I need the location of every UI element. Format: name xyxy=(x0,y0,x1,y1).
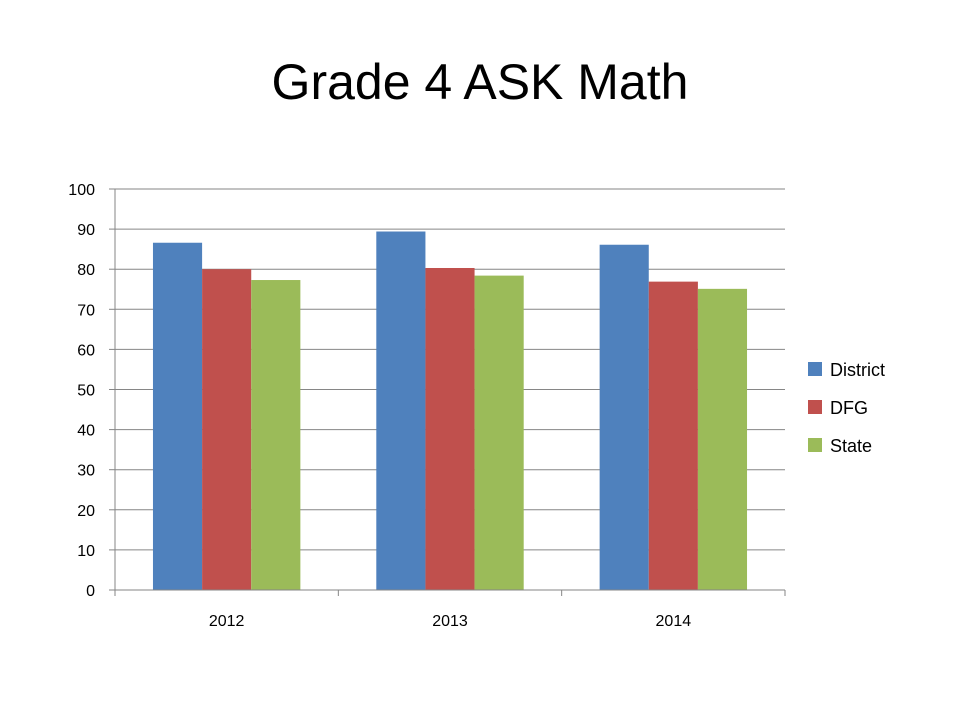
y-tick-label: 10 xyxy=(77,543,95,560)
legend-label-district: District xyxy=(830,360,885,380)
y-tick-label: 100 xyxy=(68,182,95,199)
x-tick-label: 2012 xyxy=(209,613,245,630)
bar-dfg-2014 xyxy=(648,281,698,590)
y-tick-label: 30 xyxy=(77,463,95,480)
bars xyxy=(152,231,748,591)
legend-swatch-district xyxy=(808,362,822,376)
legend-label-state: State xyxy=(830,436,872,456)
bar-state-2014 xyxy=(697,288,748,590)
legend: District DFG State xyxy=(808,360,885,456)
x-tick-labels: 2012 2013 2014 xyxy=(209,613,691,630)
bar-state-2013 xyxy=(474,275,524,590)
y-tick-label: 50 xyxy=(77,383,95,400)
y-tick-label: 60 xyxy=(77,342,95,359)
y-tick-label: 70 xyxy=(77,302,95,319)
bar-district-2012 xyxy=(152,242,203,590)
legend-label-dfg: DFG xyxy=(830,398,868,418)
bar-state-2012 xyxy=(251,280,301,590)
axes xyxy=(109,188,786,596)
y-tick-label: 90 xyxy=(77,222,95,239)
y-tick-label: 0 xyxy=(86,583,95,600)
y-tick-labels: 0 10 20 30 40 50 60 70 80 90 100 xyxy=(68,182,95,600)
bar-district-2014 xyxy=(599,244,649,590)
bar-district-2013 xyxy=(376,231,426,591)
bar-dfg-2012 xyxy=(202,269,252,590)
y-tick-label: 80 xyxy=(77,262,95,279)
y-tick-label: 40 xyxy=(77,423,95,440)
legend-swatch-state xyxy=(808,438,822,452)
x-tick-label: 2014 xyxy=(656,613,692,630)
x-tick-label: 2013 xyxy=(432,613,468,630)
y-tick-label: 20 xyxy=(77,503,95,520)
bar-dfg-2013 xyxy=(425,267,475,590)
slide-title: Grade 4 ASK Math xyxy=(271,54,689,110)
legend-swatch-dfg xyxy=(808,400,822,414)
